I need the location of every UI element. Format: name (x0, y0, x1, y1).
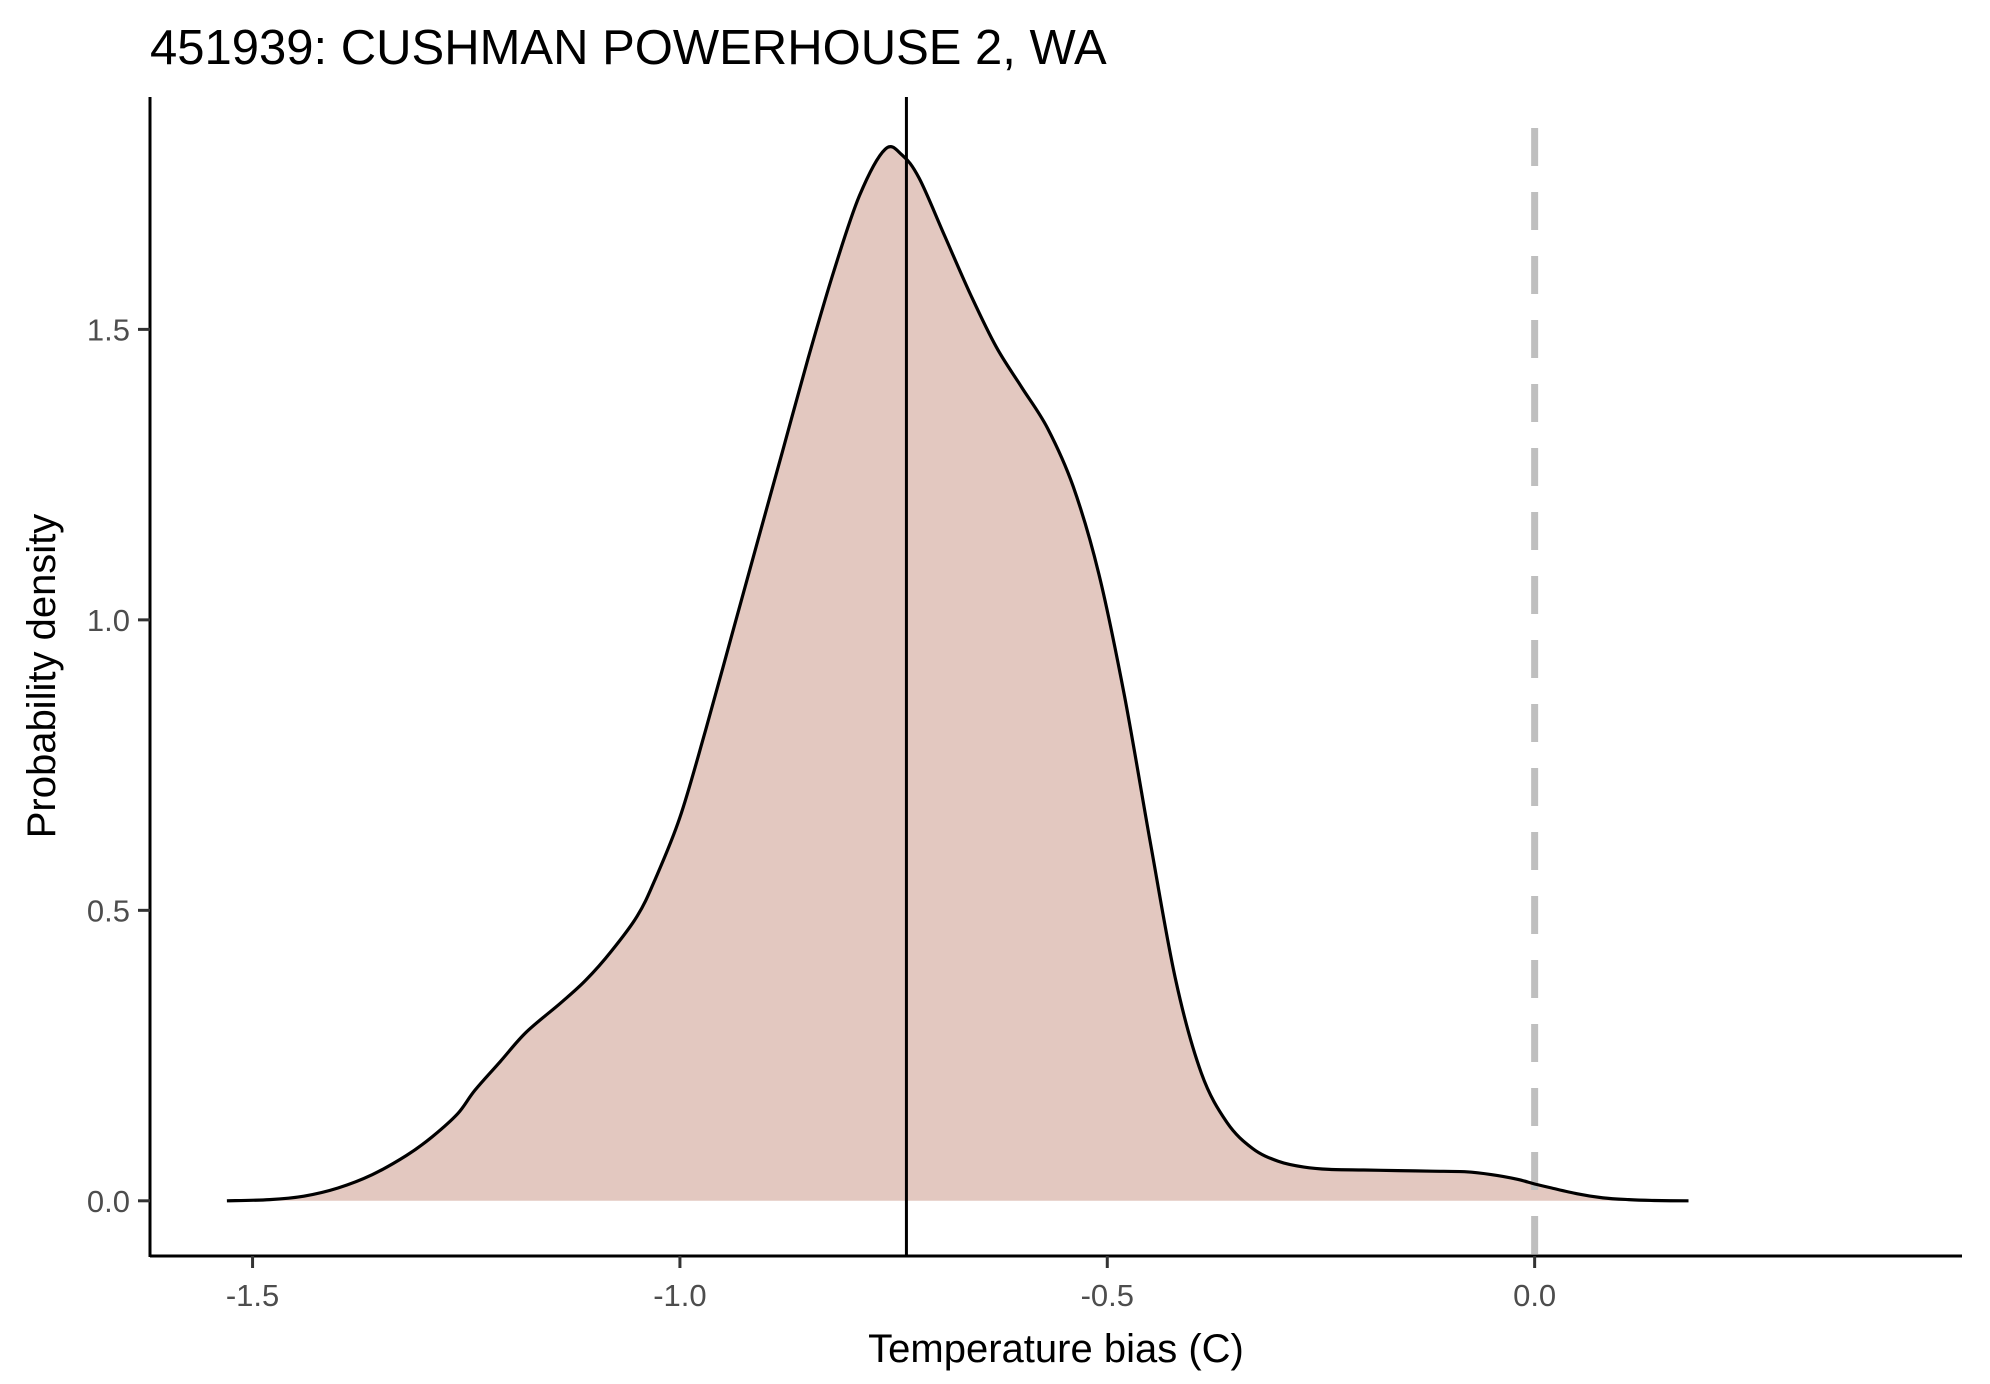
chart-title: 451939: CUSHMAN POWERHOUSE 2, WA (150, 21, 1107, 75)
density-area (226, 146, 1689, 1201)
y-axis-ticks: 0.0 0.5 1.0 1.5 (87, 312, 150, 1219)
x-tick-label: -1.0 (653, 1278, 706, 1313)
y-tick-label: 1.0 (87, 603, 130, 638)
y-axis-title: Probability density (20, 514, 64, 839)
y-tick-label: 0.0 (87, 1184, 130, 1219)
x-tick-label: 0.0 (1513, 1278, 1556, 1313)
x-tick-label: -0.5 (1081, 1278, 1134, 1313)
density-curve (226, 145, 1689, 1203)
x-tick-label: -1.5 (226, 1278, 279, 1313)
y-tick-label: 0.5 (87, 893, 130, 928)
plot-area (226, 97, 1689, 1256)
y-tick-label: 1.5 (87, 312, 130, 347)
x-axis-ticks: -1.5 -1.0 -0.5 0.0 (226, 1256, 1556, 1313)
x-axis-title: Temperature bias (C) (868, 1327, 1244, 1371)
